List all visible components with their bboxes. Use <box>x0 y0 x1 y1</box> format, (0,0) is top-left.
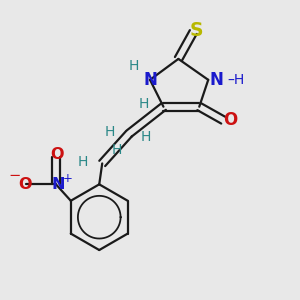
Text: H: H <box>78 155 88 169</box>
Text: H: H <box>128 59 139 74</box>
Text: N: N <box>210 71 224 89</box>
Text: O: O <box>224 111 238 129</box>
Text: +: + <box>62 172 72 185</box>
Text: −: − <box>9 168 21 183</box>
Text: N: N <box>143 71 157 89</box>
Text: N: N <box>52 177 65 192</box>
Text: H: H <box>139 97 149 111</box>
Text: H: H <box>112 143 122 157</box>
Text: S: S <box>190 21 203 40</box>
Text: H: H <box>140 130 151 144</box>
Text: –H: –H <box>228 73 245 87</box>
Text: O: O <box>51 147 64 162</box>
Text: O: O <box>18 177 31 192</box>
Text: H: H <box>104 125 115 139</box>
